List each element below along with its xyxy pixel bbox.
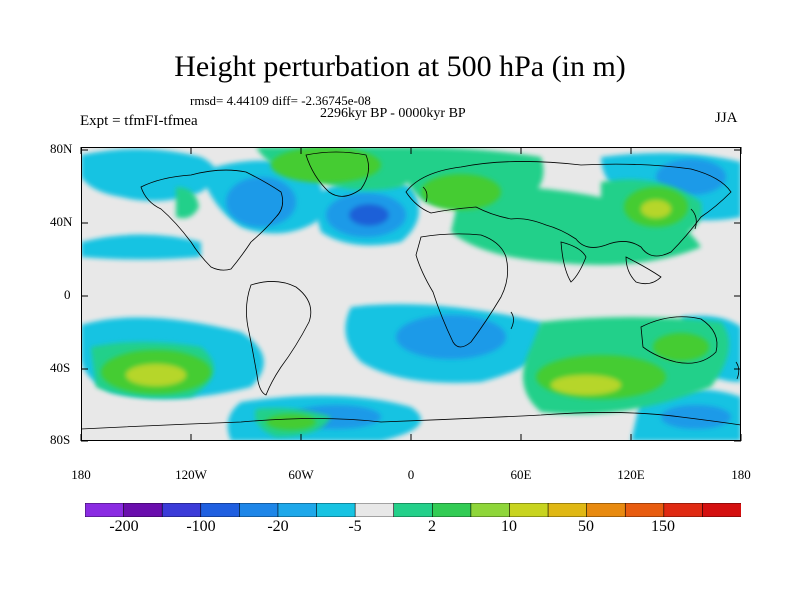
xtick-label-180e: 180 — [731, 467, 751, 482]
core-east-asia — [656, 159, 726, 195]
colorbar-label-minus5: -5 — [348, 518, 362, 535]
colorbar-label-50: 50 — [578, 518, 594, 535]
colorbar-swatch-1 — [123, 503, 163, 517]
pos-core-greenland — [271, 147, 381, 183]
experiment-label: Expt = tfmFI-tfmea — [80, 113, 198, 129]
pos-core-australia — [653, 333, 709, 361]
anomaly-tropical-band-neg — [81, 234, 201, 260]
coast-north-america — [140, 169, 284, 271]
coast-greenland — [305, 151, 369, 197]
page-title: Height perturbation at 500 hPa (in m) — [174, 50, 626, 83]
colorbar-swatch-14 — [624, 503, 665, 517]
coast-madagascar — [510, 311, 514, 330]
colorbar-swatch-16 — [702, 503, 741, 517]
pos-core-europe — [421, 174, 501, 210]
colorbar-swatch-6 — [316, 503, 356, 517]
coast-antarctica — [81, 412, 741, 430]
colorbar-swatch-10 — [470, 503, 511, 517]
colorbar-swatch-11 — [509, 503, 549, 517]
xtick-label-60w: 60W — [288, 467, 314, 482]
colorbar-swatch-5 — [277, 503, 318, 517]
colorbar-swatch-0 — [85, 503, 125, 517]
coast-southeast-asia — [625, 256, 662, 285]
colorbar-swatch-12 — [547, 503, 588, 517]
colorbar-label-150: 150 — [651, 518, 675, 535]
ytick-label-40n: 40N — [50, 214, 73, 229]
coastlines — [81, 151, 741, 430]
colorbar — [85, 503, 741, 517]
ytick-label-40s: 40S — [50, 360, 71, 375]
ytick-label-80n: 80N — [50, 141, 73, 156]
colorbar-label-10: 10 — [501, 518, 517, 535]
core-southwest-pacific — [661, 405, 731, 429]
colorbar-label-minus100: -100 — [186, 518, 216, 535]
pos-core-south-pacific-strong — [126, 364, 186, 386]
coast-south-america — [246, 281, 312, 396]
xtick-label-0: 0 — [407, 467, 415, 482]
coast-new-zealand — [735, 361, 740, 380]
colorbar-swatch-15 — [663, 503, 704, 517]
stats-label: rmsd= 4.44109 diff= -2.36745e-08 — [190, 93, 371, 108]
xtick-label-120w: 120W — [175, 467, 207, 482]
coast-africa — [415, 233, 509, 348]
period-label: 2296kyr BP - 0000kyr BP — [320, 106, 466, 121]
colorbar-swatch-8 — [393, 503, 434, 517]
season-label: JJA — [715, 110, 738, 126]
pos-core-antarctica — [266, 414, 316, 430]
colorbar-label-minus20: -20 — [267, 518, 289, 535]
positive-anomaly-cores — [101, 147, 709, 430]
coast-eurasia — [405, 161, 732, 257]
ytick-label-0: 0 — [64, 287, 71, 302]
pos-core-west-asia-strong — [641, 200, 671, 218]
colorbar-label-2: 2 — [428, 518, 436, 535]
colorbar-swatch-13 — [586, 503, 627, 517]
coast-japan — [690, 208, 697, 230]
colorbar-swatch-2 — [161, 503, 202, 517]
colorbar-swatch-9 — [431, 503, 472, 517]
colorbar-swatch-4 — [239, 503, 279, 517]
ytick-label-80s: 80S — [50, 432, 71, 447]
xtick-label-120e: 120E — [617, 467, 645, 482]
xtick-label-60e: 60E — [510, 467, 532, 482]
colorbar-swatch-7 — [354, 503, 395, 517]
colorbar-swatch-3 — [200, 503, 241, 517]
colorbar-label-minus200: -200 — [109, 518, 139, 535]
anomaly-north-pacific-pos — [176, 187, 199, 219]
coast-australia — [640, 316, 718, 364]
pos-core-south-indian-strong — [551, 375, 621, 395]
coast-india — [560, 241, 587, 283]
xtick-label-180w: 180 — [71, 467, 91, 482]
core-atlantic-strong — [349, 204, 389, 226]
height-perturbation-map — [81, 147, 741, 441]
coast-uk — [422, 186, 428, 203]
